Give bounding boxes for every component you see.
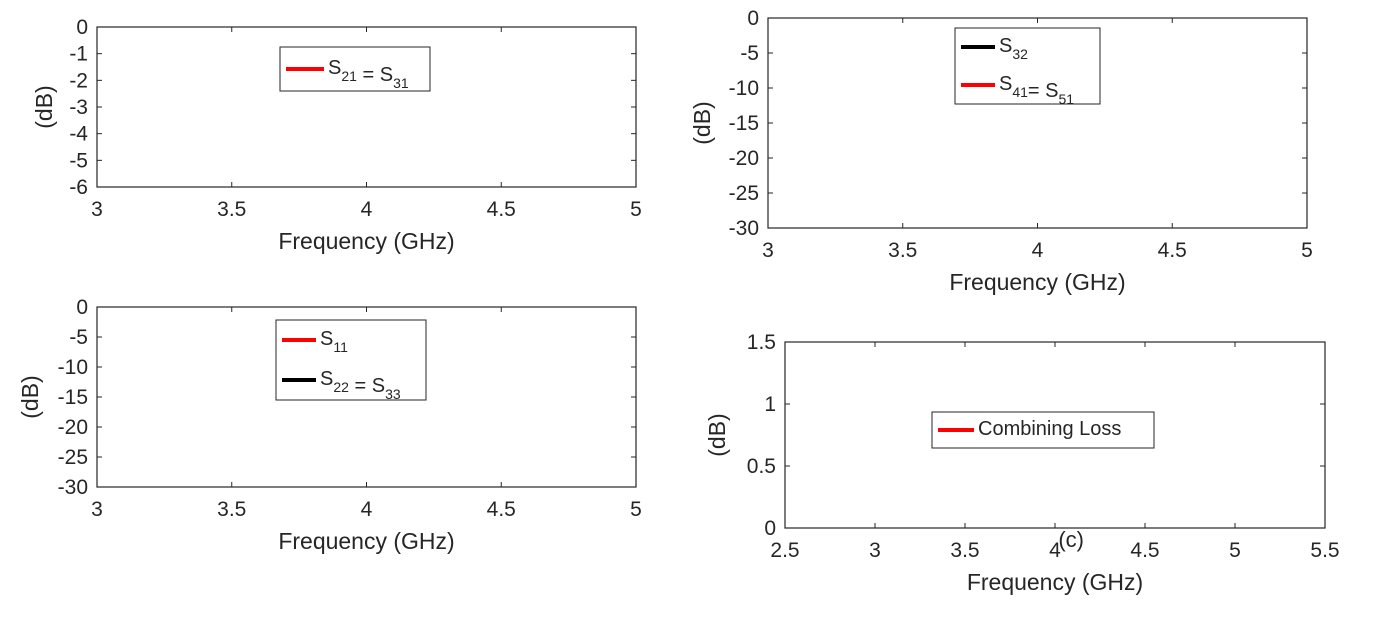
x-tick-label: 4 <box>1032 239 1044 262</box>
legend: S11 S22 = S33 <box>275 319 427 402</box>
y-tick-label: -30 <box>58 476 88 499</box>
y-tick-label: -5 <box>69 326 88 349</box>
x-tick-label: 3 <box>91 498 103 521</box>
y-tick-label: -6 <box>69 176 88 199</box>
y-tick-label: -20 <box>58 416 88 439</box>
x-tick-label: 2.5 <box>770 539 799 562</box>
y-tick-label: 0 <box>76 296 88 319</box>
y-tick-label: -15 <box>58 386 88 409</box>
y-tick-label: -25 <box>729 182 759 205</box>
legend-box <box>275 319 427 401</box>
y-tick-label: 0 <box>76 16 88 39</box>
x-tick-label: 3.5 <box>950 539 979 562</box>
x-tick-label: 3 <box>762 239 774 262</box>
y-tick-label: 1 <box>764 393 776 416</box>
y-tick-label: -10 <box>58 356 88 379</box>
x-tick-label: 4.5 <box>1130 539 1159 562</box>
y-axis-label: (dB) <box>689 101 715 144</box>
y-tick-label: -5 <box>69 149 88 172</box>
x-tick-label: 4.5 <box>487 498 516 521</box>
y-tick-label: 0 <box>764 517 776 540</box>
legend-entry: Combining Loss <box>978 418 1121 440</box>
chart-panel-4: 2.5 3 3.5 4 4.5 5 5.5 0 0.5 1 1.5 Frequency (GHz) (d… <box>704 331 1340 595</box>
legend-entry: S32 <box>999 35 1028 62</box>
x-tick-label: 4.5 <box>1158 239 1187 262</box>
y-tick-label: -5 <box>740 42 759 65</box>
chart-panel-3: 3 3.5 4 4.5 5 -30 -25 -20 -15 -10 -5 0 Frequency (GH… <box>17 296 642 554</box>
x-axis-label: Frequency (GHz) <box>949 269 1125 295</box>
legend-box <box>954 27 1101 105</box>
chart-panel-1: 3 3.5 4 4.5 5 -6 -5 -4 -3 -2 -1 0 Frequency (GHz) (dB… <box>31 16 642 254</box>
x-tick-label: 5 <box>630 498 642 521</box>
x-tick-label: 4 <box>361 198 373 221</box>
x-axis-label: Frequency (GHz) <box>278 228 454 254</box>
y-tick-label: -20 <box>729 147 759 170</box>
y-tick-label: -4 <box>69 123 88 146</box>
y-tick-label: -15 <box>729 112 759 135</box>
y-tick-label: -10 <box>729 77 759 100</box>
y-tick-label: -1 <box>69 43 88 66</box>
x-tick-label: 5 <box>1301 239 1313 262</box>
x-tick-label: 5 <box>1229 539 1241 562</box>
x-tick-label: 3.5 <box>217 198 246 221</box>
x-tick-label: 3.5 <box>888 239 917 262</box>
x-tick-label: 4 <box>1049 539 1061 562</box>
legend-entry: S11 <box>320 328 348 355</box>
legend: S32 S41= S51 <box>954 27 1101 107</box>
chart-panel-2: 3 3.5 4 4.5 5 -30 -25 -20 -15 -10 -5 0 Frequency (GH… <box>689 7 1313 295</box>
legend-entry: S22 = S33 <box>320 368 401 402</box>
legend: Combining Loss <box>931 411 1155 449</box>
legend: S21 = S31 <box>279 46 431 92</box>
y-tick-label: -30 <box>729 217 759 240</box>
panel-annotation: (c) <box>1058 527 1084 552</box>
y-tick-label: 0 <box>747 7 759 30</box>
y-axis-label: (dB) <box>704 413 730 456</box>
y-axis-label: (dB) <box>17 375 43 418</box>
x-axis-label: Frequency (GHz) <box>967 569 1143 595</box>
legend-entry: S21 = S31 <box>328 57 409 91</box>
x-tick-label: 3.5 <box>217 498 246 521</box>
x-tick-label: 4.5 <box>487 198 516 221</box>
y-tick-label: -25 <box>58 446 88 469</box>
legend-entry: S41= S51 <box>999 73 1074 107</box>
y-axis-label: (dB) <box>31 85 57 128</box>
x-tick-label: 4 <box>361 498 373 521</box>
y-tick-label: 1.5 <box>747 331 776 354</box>
y-tick-label: -2 <box>69 69 88 92</box>
x-tick-label: 3 <box>91 198 103 221</box>
x-tick-label: 3 <box>869 539 881 562</box>
x-tick-label: 5.5 <box>1310 539 1339 562</box>
x-axis-label: Frequency (GHz) <box>278 528 454 554</box>
y-tick-label: 0.5 <box>747 455 776 478</box>
y-tick-label: -3 <box>69 96 88 119</box>
x-tick-label: 5 <box>630 198 642 221</box>
